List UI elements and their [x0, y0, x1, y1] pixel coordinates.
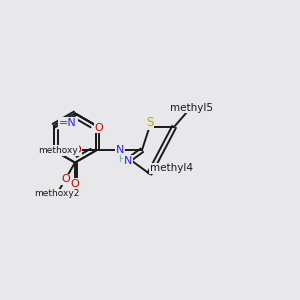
Text: N: N [116, 145, 124, 155]
Text: H: H [118, 155, 125, 164]
Text: O: O [70, 178, 80, 189]
Text: methoxy: methoxy [38, 146, 78, 155]
Text: S: S [146, 116, 153, 129]
Text: O: O [94, 123, 103, 133]
Text: methoxy2: methoxy2 [34, 189, 80, 198]
Text: =N: =N [59, 118, 77, 128]
Text: O: O [72, 145, 81, 155]
Text: methyl5: methyl5 [170, 103, 213, 113]
Text: O: O [61, 175, 70, 184]
Text: N: N [124, 156, 132, 166]
Text: methyl4: methyl4 [150, 163, 193, 173]
Text: N: N [59, 145, 68, 155]
